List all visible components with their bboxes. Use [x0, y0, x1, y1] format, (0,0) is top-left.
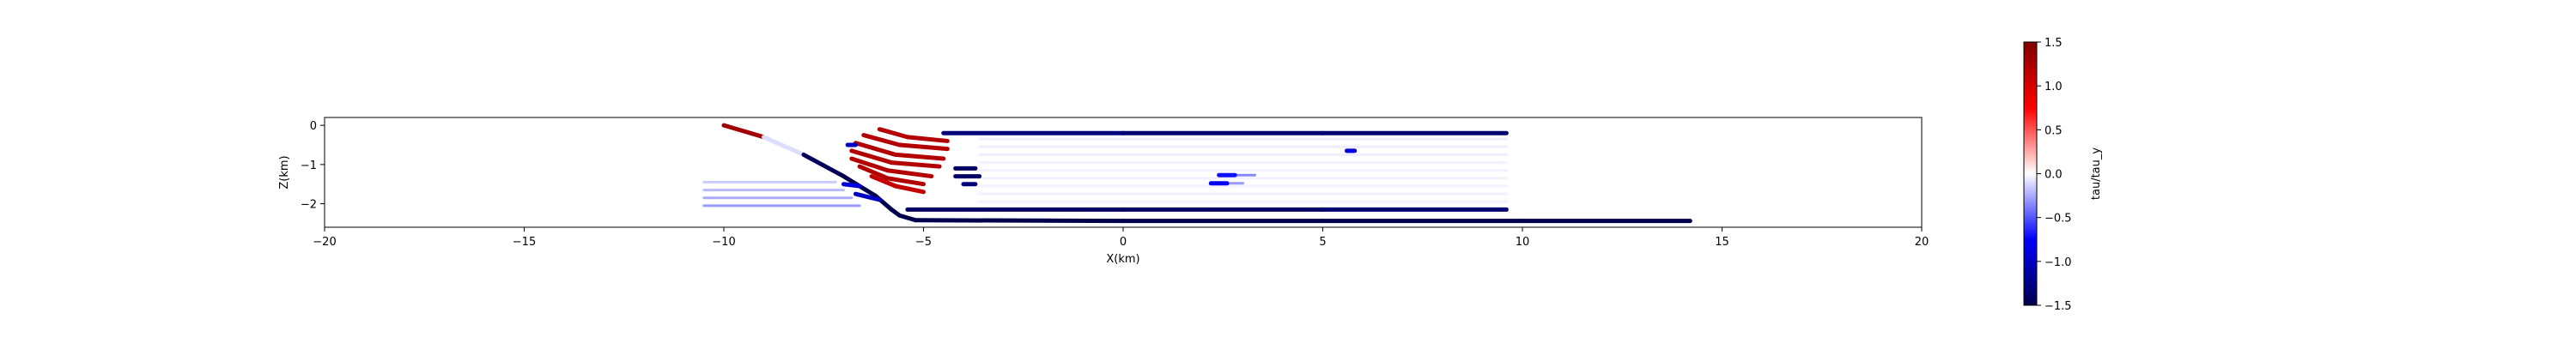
fault-5-segment-1 — [893, 152, 946, 161]
colorbar-tick-label: 1.5 — [2044, 37, 2063, 50]
fault-9-segment-0 — [869, 174, 898, 189]
x-tick-label: −20 — [313, 236, 336, 249]
fault-8-segment-0 — [857, 164, 890, 181]
colorbar: 1.5 1.0 0.5 0.0 −0.5 −1.0 −1.5 tau/tau_y — [2023, 37, 2103, 313]
fault-4-segment-1 — [897, 142, 950, 152]
x-tick-label: −15 — [513, 236, 536, 249]
faint-strands-layer — [702, 137, 1508, 208]
fault-7-segment-0 — [849, 156, 890, 173]
y-tick-label: −2 — [301, 199, 317, 212]
fault-0-segment-0 — [721, 123, 766, 140]
x-axis: −20 −15 −10 −5 0 5 10 15 20 — [313, 227, 1929, 249]
x-tick-label: 10 — [1516, 236, 1530, 249]
x-tick-label: −5 — [915, 236, 932, 249]
colorbar-tick-label: 0.0 — [2044, 169, 2063, 182]
y-tick-label: −1 — [301, 159, 317, 172]
x-tick-label: −10 — [712, 236, 735, 249]
fault-0-segment-1 — [762, 135, 806, 157]
fault-8-segment-1 — [885, 176, 926, 187]
fault-15-segment-0 — [853, 191, 882, 202]
fault-6-segment-1 — [889, 160, 942, 169]
x-axis-label: X(km) — [1106, 253, 1139, 266]
x-tick-label: 5 — [1319, 236, 1326, 249]
y-axis-label: Z(km) — [278, 155, 291, 189]
fault-lines-layer — [721, 123, 1692, 224]
fault-0-segment-2 — [801, 152, 846, 179]
colorbar-tick-label: −0.5 — [2044, 213, 2072, 226]
colorbar-tick-label: −1.5 — [2044, 300, 2072, 313]
fault-0-segment-6 — [897, 213, 918, 223]
fault-4-segment-0 — [861, 133, 902, 147]
colorbar-ticks: 1.5 1.0 0.5 0.0 −0.5 −1.0 −1.5 — [2037, 37, 2072, 313]
colorbar-tick-label: 0.5 — [2044, 124, 2063, 137]
fault-6-segment-0 — [849, 148, 894, 165]
plot-area — [324, 117, 1923, 228]
y-axis: 0 −1 −2 — [301, 120, 325, 212]
x-tick-label: 0 — [1120, 236, 1127, 249]
fault-3-segment-0 — [877, 127, 910, 140]
x-tick-label: 15 — [1715, 236, 1729, 249]
fault-9-segment-1 — [893, 184, 926, 195]
fault-0-segment-7 — [913, 218, 1126, 224]
colorbar-tick-label: −1.0 — [2044, 256, 2072, 269]
fault-5-segment-0 — [853, 141, 898, 157]
y-tick-label: 0 — [310, 120, 317, 133]
fault-3-segment-1 — [905, 135, 950, 143]
colorbar-label: tau/tau_y — [2090, 147, 2103, 200]
x-tick-label: 20 — [1915, 236, 1929, 249]
fault-14-segment-0 — [841, 182, 862, 189]
colorbar-gradient — [2023, 41, 2038, 306]
colorbar-tick-label: 1.0 — [2044, 81, 2063, 93]
fault-7-segment-1 — [885, 168, 934, 179]
